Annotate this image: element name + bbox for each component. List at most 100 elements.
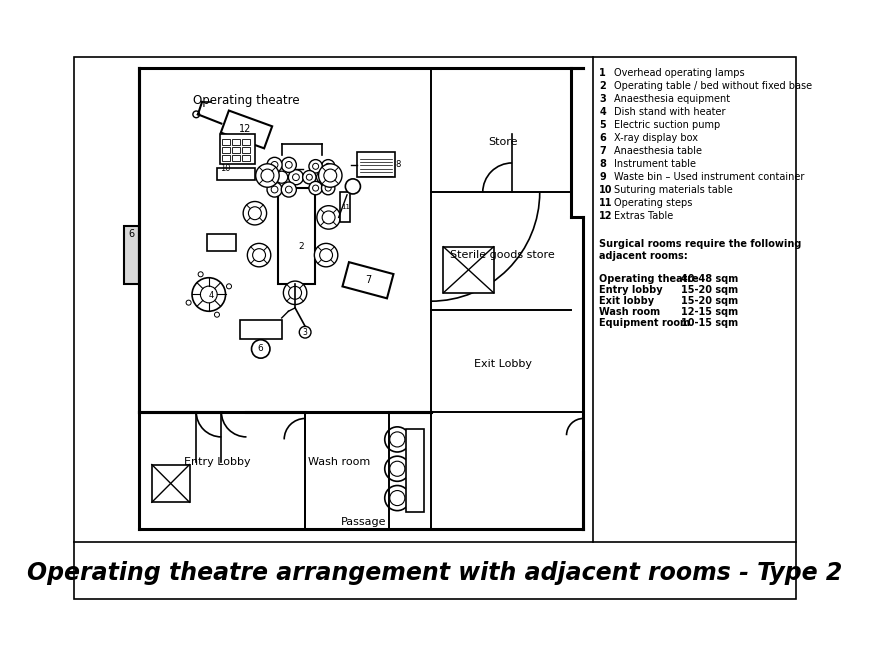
Text: X-ray display box: X-ray display box: [614, 133, 698, 143]
Circle shape: [314, 243, 337, 267]
Text: 6: 6: [129, 229, 135, 239]
Circle shape: [247, 243, 270, 267]
Bar: [356, 152, 395, 177]
Circle shape: [389, 461, 404, 476]
Circle shape: [312, 163, 318, 169]
Text: Anaesthesia equipment: Anaesthesia equipment: [614, 94, 730, 104]
Circle shape: [325, 163, 331, 169]
Circle shape: [316, 206, 340, 229]
Text: 2: 2: [599, 81, 606, 91]
Circle shape: [389, 491, 404, 506]
Text: 3: 3: [302, 328, 308, 337]
Bar: [232, 138, 240, 144]
Text: Sterile goods store: Sterile goods store: [450, 250, 554, 260]
Circle shape: [292, 174, 299, 180]
Text: Equipment room: Equipment room: [599, 318, 689, 328]
Text: 12: 12: [238, 125, 251, 134]
Circle shape: [318, 164, 342, 187]
Bar: [207, 234, 236, 251]
Text: Electric suction pump: Electric suction pump: [614, 120, 720, 131]
Circle shape: [322, 159, 335, 173]
Bar: [220, 134, 255, 164]
Circle shape: [384, 427, 409, 452]
Circle shape: [261, 169, 274, 182]
Bar: [278, 188, 315, 285]
Circle shape: [384, 456, 409, 482]
Circle shape: [275, 171, 288, 183]
Text: Operating theatre: Operating theatre: [599, 274, 698, 285]
Text: Overhead operating lamps: Overhead operating lamps: [614, 68, 744, 78]
Text: 2: 2: [298, 242, 303, 251]
Text: Operating theatre: Operating theatre: [193, 94, 300, 107]
Bar: [222, 138, 229, 144]
Text: 10: 10: [599, 185, 612, 195]
Text: Surgical rooms require the following
adjacent rooms:: Surgical rooms require the following adj…: [599, 239, 800, 261]
Text: 1: 1: [599, 68, 606, 78]
Circle shape: [281, 182, 296, 197]
Circle shape: [192, 277, 225, 311]
Text: 12-15 sqm: 12-15 sqm: [680, 307, 738, 317]
Circle shape: [283, 281, 307, 304]
Circle shape: [267, 157, 282, 173]
Text: 4: 4: [209, 291, 214, 300]
Text: 11: 11: [341, 203, 349, 209]
Bar: [405, 428, 423, 512]
Text: 7: 7: [364, 276, 371, 285]
Bar: [222, 147, 229, 153]
Circle shape: [316, 172, 327, 182]
Circle shape: [325, 185, 331, 191]
Text: Operating theatre arrangement with adjacent rooms - Type 2: Operating theatre arrangement with adjac…: [27, 561, 842, 584]
Circle shape: [198, 272, 203, 277]
Circle shape: [306, 174, 312, 180]
Circle shape: [331, 174, 337, 180]
Circle shape: [285, 186, 292, 193]
Bar: [242, 155, 249, 161]
Circle shape: [345, 179, 360, 194]
Circle shape: [299, 326, 310, 338]
Text: Entry Lobby: Entry Lobby: [183, 457, 250, 467]
Text: Wash room: Wash room: [307, 457, 369, 467]
Circle shape: [289, 287, 302, 299]
Text: Entry lobby: Entry lobby: [599, 285, 662, 295]
Text: 40-48 sqm: 40-48 sqm: [680, 274, 738, 285]
Text: Store: Store: [488, 137, 517, 147]
Text: Exit lobby: Exit lobby: [599, 296, 653, 306]
Circle shape: [288, 170, 303, 185]
Circle shape: [285, 161, 292, 168]
Text: Operating table / bed without fixed base: Operating table / bed without fixed base: [614, 81, 812, 91]
Text: 6: 6: [599, 133, 606, 143]
Text: Instrument table: Instrument table: [614, 159, 695, 169]
Text: 3: 3: [599, 94, 606, 104]
Circle shape: [308, 159, 322, 173]
Text: 7: 7: [599, 146, 606, 156]
Circle shape: [200, 286, 217, 303]
Circle shape: [252, 249, 265, 262]
Circle shape: [308, 181, 322, 195]
Circle shape: [260, 170, 275, 185]
Text: Operating steps: Operating steps: [614, 198, 692, 208]
Text: Dish stand with heater: Dish stand with heater: [614, 107, 725, 117]
Text: Wash room: Wash room: [599, 307, 660, 317]
Text: 6: 6: [257, 344, 263, 354]
Text: Exit Lobby: Exit Lobby: [474, 359, 531, 369]
Circle shape: [249, 207, 261, 220]
Bar: [240, 321, 282, 339]
Circle shape: [322, 181, 335, 195]
Circle shape: [319, 249, 332, 262]
Bar: [242, 138, 249, 144]
Circle shape: [255, 164, 279, 187]
Circle shape: [271, 161, 277, 168]
Circle shape: [271, 186, 277, 193]
Bar: [232, 147, 240, 153]
Bar: [232, 155, 240, 161]
Circle shape: [322, 211, 335, 224]
Text: 8: 8: [599, 159, 606, 169]
Circle shape: [193, 111, 199, 117]
Circle shape: [384, 485, 409, 510]
Text: 12: 12: [599, 211, 612, 221]
Circle shape: [264, 174, 270, 180]
Circle shape: [328, 171, 341, 184]
Bar: [443, 247, 493, 293]
Text: Passage: Passage: [341, 518, 386, 527]
Polygon shape: [221, 111, 272, 148]
